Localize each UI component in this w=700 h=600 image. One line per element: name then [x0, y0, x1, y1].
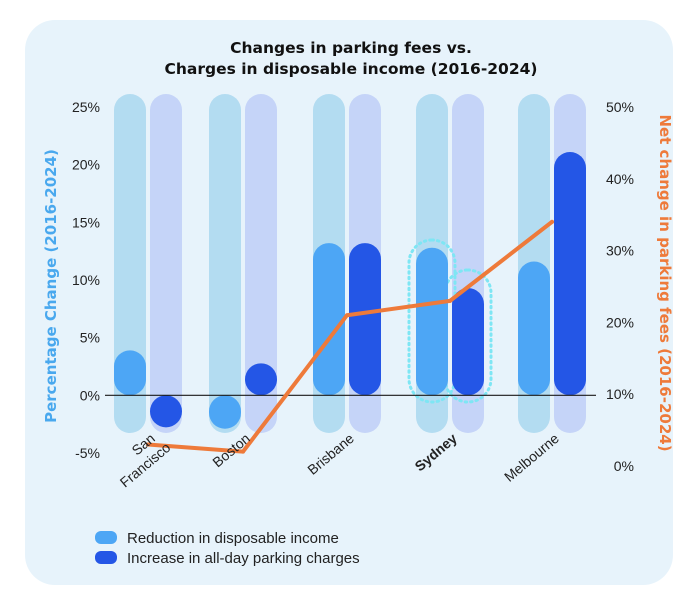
chart-title-line1: Changes in parking fees vs. — [230, 39, 472, 57]
category-label-line: Melbourne — [501, 430, 562, 485]
y2-tick-label: 40% — [606, 171, 634, 187]
left-axis-ticks: -5% 0% 5% 10% 15% 20% 25% — [72, 99, 100, 461]
net-change-point-brisbane — [345, 313, 349, 318]
y-axis-label: Percentage Change (2016-2024) — [42, 149, 60, 423]
bar-sydney-increase-in-all-day-parking-charges — [452, 288, 484, 396]
legend-label-increase: Increase in all-day parking charges — [127, 550, 360, 567]
y-tick-label: -5% — [75, 445, 100, 461]
net-change-point-san-francisco — [146, 442, 150, 447]
net-change-point-boston — [241, 449, 245, 454]
category-label-brisbane: Brisbane — [304, 430, 357, 478]
legend-label-reduction: Reduction in disposable income — [127, 530, 339, 547]
bar-brisbane-reduction-in-disposable-income — [313, 243, 345, 396]
y2-tick-label: 20% — [606, 314, 634, 330]
bar-san-francisco-reduction-in-disposable-income — [114, 350, 146, 396]
y-tick-label: 25% — [72, 99, 100, 115]
bar-sydney-reduction-in-disposable-income — [416, 247, 448, 396]
bar-boston-increase-in-all-day-parking-charges — [245, 363, 277, 396]
category-label-sydney: Sydney — [411, 430, 460, 474]
bar-melbourne-increase-in-all-day-parking-charges — [554, 151, 586, 396]
y2-tick-label: 30% — [606, 243, 634, 259]
legend: Reduction in disposable income Increase … — [95, 530, 360, 567]
legend-swatch-reduction — [95, 531, 117, 544]
bar-melbourne-reduction-in-disposable-income — [518, 261, 550, 396]
category-label-line: Brisbane — [304, 430, 357, 478]
category-label-melbourne: Melbourne — [501, 430, 562, 485]
net-change-point-sydney — [448, 298, 452, 303]
bar-san-francisco-increase-in-all-day-parking-charges — [150, 395, 182, 428]
chart-title-line2: Charges in disposable income (2016-2024) — [165, 60, 538, 78]
y-tick-label: 5% — [80, 330, 100, 346]
category-label-line: Sydney — [411, 430, 460, 474]
y-tick-label: 20% — [72, 157, 100, 173]
y2-tick-label: 10% — [606, 386, 634, 402]
net-change-line-layer — [146, 219, 554, 454]
y2-tick-label: 50% — [606, 99, 634, 115]
legend-swatch-increase — [95, 551, 117, 564]
net-change-point-melbourne — [550, 219, 554, 224]
right-axis-ticks: 0% 10% 20% 30% 40% 50% — [606, 99, 634, 474]
y2-axis-label: Net change in parking fees (2016-2024) — [656, 114, 674, 451]
bars — [114, 151, 586, 429]
y2-tick-label: 0% — [614, 458, 634, 474]
bar-track-boston-2 — [245, 94, 277, 433]
bar-brisbane-increase-in-all-day-parking-charges — [349, 243, 381, 396]
y-tick-label: 15% — [72, 214, 100, 230]
bar-track-boston-1 — [209, 94, 241, 433]
y-tick-label: 10% — [72, 272, 100, 288]
bar-track-san-francisco-2 — [150, 94, 182, 433]
bar-track-san-francisco-1 — [114, 94, 146, 433]
bar-boston-reduction-in-disposable-income — [209, 395, 241, 429]
y-tick-label: 0% — [80, 387, 100, 403]
